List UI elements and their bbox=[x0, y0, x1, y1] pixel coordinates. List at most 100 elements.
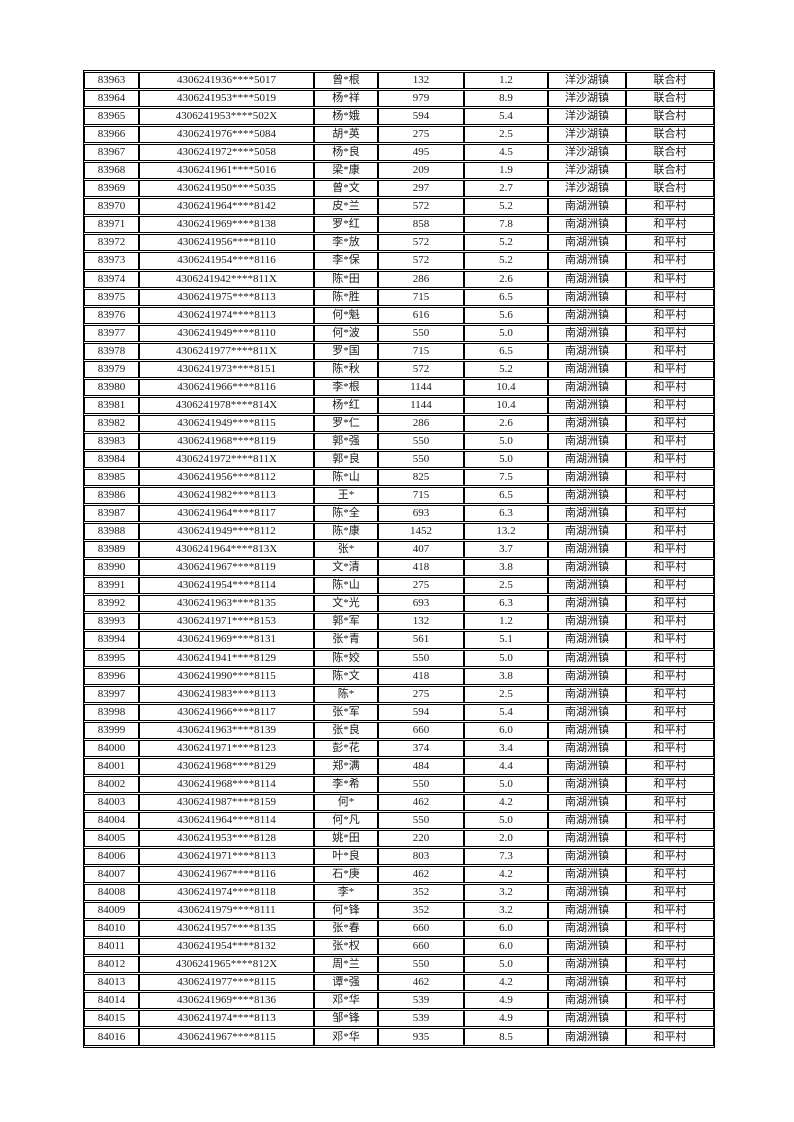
masked-name-cell: 陈*姣 bbox=[314, 649, 378, 667]
table-row: 83973 4306241954****8116 李*保 572 5.2 南湖洲镇 和平村 bbox=[84, 252, 714, 270]
table-row: 84014 4306241969****8136 邓*华 539 4.9 南湖洲镇 和平村 bbox=[84, 992, 714, 1010]
masked-name-cell: 张*良 bbox=[314, 721, 378, 739]
masked-name-cell: 李*根 bbox=[314, 378, 378, 396]
value-cell: 6.5 bbox=[464, 487, 548, 505]
sequence-number-cell: 83963 bbox=[84, 72, 139, 90]
town-cell: 南湖洲镇 bbox=[548, 306, 626, 324]
amount-cell: 550 bbox=[378, 956, 464, 974]
table-row: 83966 4306241976****5084 胡*英 275 2.5 洋沙湖镇 联合村 bbox=[84, 126, 714, 144]
value-cell: 5.0 bbox=[464, 811, 548, 829]
value-cell: 4.2 bbox=[464, 866, 548, 884]
table-row: 84004 4306241964****8114 何*凡 550 5.0 南湖洲镇 和平村 bbox=[84, 811, 714, 829]
town-cell: 南湖洲镇 bbox=[548, 811, 626, 829]
sequence-number-cell: 83966 bbox=[84, 126, 139, 144]
sequence-number-cell: 83999 bbox=[84, 721, 139, 739]
masked-id-number-cell: 4306241971****8123 bbox=[139, 739, 314, 757]
masked-id-number-cell: 4306241972****811X bbox=[139, 450, 314, 469]
sequence-number-cell: 83965 bbox=[84, 108, 139, 126]
sequence-number-cell: 84016 bbox=[84, 1028, 139, 1046]
amount-cell: 297 bbox=[378, 180, 464, 198]
masked-name-cell: 杨*娥 bbox=[314, 108, 378, 126]
sequence-number-cell: 83973 bbox=[84, 252, 139, 270]
town-cell: 洋沙湖镇 bbox=[548, 162, 626, 180]
village-cell: 和平村 bbox=[626, 613, 714, 631]
village-cell: 和平村 bbox=[626, 505, 714, 523]
village-cell: 和平村 bbox=[626, 595, 714, 613]
masked-id-number-cell: 4306241936****5017 bbox=[139, 72, 314, 90]
value-cell: 8.9 bbox=[464, 90, 548, 108]
table-row: 83989 4306241964****813X 张* 407 3.7 南湖洲镇 和平村 bbox=[84, 541, 714, 559]
table-row: 83996 4306241990****8115 陈*文 418 3.8 南湖洲镇 和平村 bbox=[84, 667, 714, 685]
value-cell: 6.5 bbox=[464, 288, 548, 306]
town-cell: 南湖洲镇 bbox=[548, 396, 626, 414]
village-cell: 和平村 bbox=[626, 721, 714, 739]
town-cell: 南湖洲镇 bbox=[548, 739, 626, 757]
table-row: 83963 4306241936****5017 曾*根 132 1.2 洋沙湖镇 联合村 bbox=[84, 72, 714, 90]
amount-cell: 132 bbox=[378, 613, 464, 631]
masked-name-cell: 邹*锋 bbox=[314, 1010, 378, 1028]
sequence-number-cell: 83993 bbox=[84, 613, 139, 631]
village-cell: 和平村 bbox=[626, 739, 714, 757]
village-cell: 和平村 bbox=[626, 342, 714, 360]
masked-name-cell: 姚*田 bbox=[314, 829, 378, 848]
masked-name-cell: 何*魁 bbox=[314, 306, 378, 324]
amount-cell: 275 bbox=[378, 685, 464, 703]
sequence-number-cell: 83980 bbox=[84, 378, 139, 396]
value-cell: 5.1 bbox=[464, 631, 548, 649]
village-cell: 和平村 bbox=[626, 523, 714, 541]
amount-cell: 715 bbox=[378, 288, 464, 306]
masked-name-cell: 李*保 bbox=[314, 252, 378, 270]
records-table: 83963 4306241936****5017 曾*根 132 1.2 洋沙湖镇 联合村 8… bbox=[83, 70, 715, 1048]
value-cell: 6.0 bbox=[464, 721, 548, 739]
village-cell: 联合村 bbox=[626, 126, 714, 144]
masked-id-number-cell: 4306241953****502X bbox=[139, 108, 314, 126]
amount-cell: 539 bbox=[378, 1010, 464, 1028]
masked-id-number-cell: 4306241971****8153 bbox=[139, 613, 314, 631]
village-cell: 和平村 bbox=[626, 252, 714, 270]
value-cell: 2.7 bbox=[464, 180, 548, 198]
sequence-number-cell: 83990 bbox=[84, 559, 139, 577]
town-cell: 南湖洲镇 bbox=[548, 414, 626, 432]
value-cell: 1.2 bbox=[464, 613, 548, 631]
masked-name-cell: 张* bbox=[314, 541, 378, 559]
masked-id-number-cell: 4306241978****814X bbox=[139, 396, 314, 414]
amount-cell: 418 bbox=[378, 559, 464, 577]
amount-cell: 374 bbox=[378, 739, 464, 757]
masked-name-cell: 杨*红 bbox=[314, 396, 378, 414]
sequence-number-cell: 83985 bbox=[84, 469, 139, 487]
value-cell: 3.8 bbox=[464, 667, 548, 685]
value-cell: 1.9 bbox=[464, 162, 548, 180]
masked-id-number-cell: 4306241953****5019 bbox=[139, 90, 314, 108]
amount-cell: 550 bbox=[378, 450, 464, 469]
masked-name-cell: 何*锋 bbox=[314, 902, 378, 920]
masked-id-number-cell: 4306241963****8139 bbox=[139, 721, 314, 739]
table-row: 84000 4306241971****8123 彭*花 374 3.4 南湖洲镇 和平村 bbox=[84, 739, 714, 757]
sequence-number-cell: 83979 bbox=[84, 360, 139, 378]
masked-id-number-cell: 4306241975****8113 bbox=[139, 288, 314, 306]
masked-name-cell: 曾*根 bbox=[314, 72, 378, 90]
masked-id-number-cell: 4306241976****5084 bbox=[139, 126, 314, 144]
sequence-number-cell: 84012 bbox=[84, 956, 139, 974]
sequence-number-cell: 84005 bbox=[84, 829, 139, 848]
masked-id-number-cell: 4306241964****813X bbox=[139, 541, 314, 559]
masked-id-number-cell: 4306241961****5016 bbox=[139, 162, 314, 180]
masked-name-cell: 胡*英 bbox=[314, 126, 378, 144]
value-cell: 4.5 bbox=[464, 144, 548, 162]
masked-name-cell: 张*军 bbox=[314, 703, 378, 721]
masked-id-number-cell: 4306241968****8114 bbox=[139, 775, 314, 793]
amount-cell: 352 bbox=[378, 902, 464, 920]
sequence-number-cell: 84000 bbox=[84, 739, 139, 757]
value-cell: 5.2 bbox=[464, 360, 548, 378]
amount-cell: 825 bbox=[378, 469, 464, 487]
masked-id-number-cell: 4306241967****8119 bbox=[139, 559, 314, 577]
table-row: 83975 4306241975****8113 陈*胜 715 6.5 南湖洲镇 和平村 bbox=[84, 288, 714, 306]
village-cell: 和平村 bbox=[626, 487, 714, 505]
masked-id-number-cell: 4306241949****8115 bbox=[139, 414, 314, 432]
sequence-number-cell: 83995 bbox=[84, 649, 139, 667]
table-row: 83986 4306241982****8113 王* 715 6.5 南湖洲镇 和平村 bbox=[84, 487, 714, 505]
amount-cell: 550 bbox=[378, 324, 464, 342]
town-cell: 洋沙湖镇 bbox=[548, 180, 626, 198]
village-cell: 和平村 bbox=[626, 956, 714, 974]
masked-name-cell: 张*青 bbox=[314, 631, 378, 649]
table-row: 83992 4306241963****8135 文*光 693 6.3 南湖洲镇 和平村 bbox=[84, 595, 714, 613]
